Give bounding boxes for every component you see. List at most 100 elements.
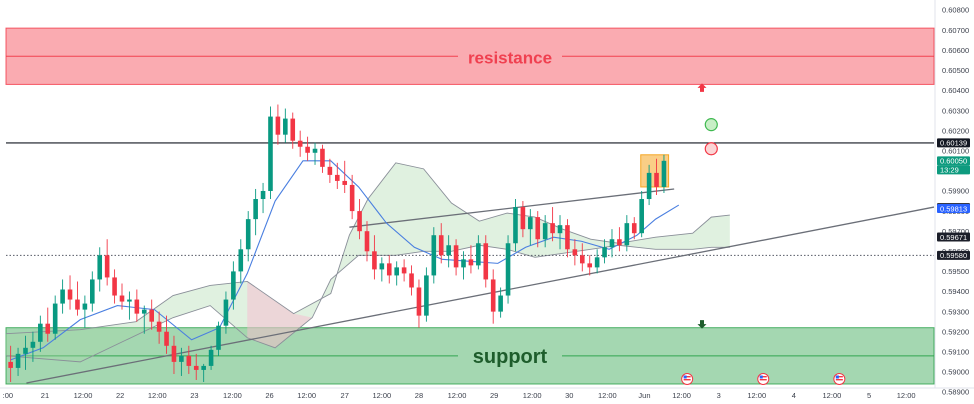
y-tick-label: 0.60600	[942, 46, 969, 55]
candle-body	[602, 247, 607, 258]
y-tick-label: 0.59700	[942, 227, 969, 236]
candle-body	[401, 267, 407, 274]
x-tick-label: 12:00	[523, 391, 542, 400]
candle-body	[312, 148, 318, 153]
y-tick-label: 0.59500	[942, 267, 969, 276]
candle-body	[579, 255, 585, 264]
candle-body	[617, 239, 622, 246]
candle-body	[357, 211, 362, 232]
candle-body	[438, 235, 444, 256]
target-circle-green	[704, 118, 718, 132]
candle-body	[193, 365, 199, 370]
price-tag-label: 0.60139	[940, 139, 967, 148]
candle-body	[245, 219, 251, 250]
candle-body	[90, 279, 95, 304]
candle-body	[15, 353, 21, 368]
price-tag-bg	[937, 138, 970, 148]
candle-body	[268, 116, 273, 191]
candle-body	[461, 259, 466, 268]
y-tick-label: 0.59300	[942, 307, 969, 316]
candle-body	[542, 223, 548, 240]
y-tick-label: 0.59900	[942, 187, 969, 196]
candle-body	[528, 217, 533, 230]
moving-average-line	[10, 160, 680, 361]
x-tick-label: 5	[867, 391, 871, 400]
candle-body	[446, 245, 451, 256]
candle-body	[416, 287, 422, 316]
candle-body	[572, 249, 578, 256]
candle-body	[557, 225, 563, 234]
price-tag-label: 0.60050	[940, 157, 967, 166]
candle-body	[208, 349, 214, 366]
candle-body	[112, 277, 117, 296]
x-tick-label: 26	[265, 391, 273, 400]
x-tick-label: 12:00	[672, 391, 691, 400]
cloud-fill-bearish	[247, 281, 313, 348]
price-tag-bg	[937, 250, 970, 260]
candle-body	[186, 355, 192, 366]
candle-body	[639, 199, 644, 234]
y-tick-label: 0.60500	[942, 66, 969, 75]
candle-body	[231, 271, 236, 300]
candle-body	[67, 289, 73, 300]
x-tick-label: 29	[490, 391, 498, 400]
candle-body	[275, 116, 281, 135]
y-tick-label: 0.60700	[942, 26, 969, 35]
x-tick-label: 12:00	[148, 391, 167, 400]
y-tick-label: 0.59100	[942, 348, 969, 357]
price-tag-label: 0.59580	[940, 251, 967, 260]
up-arrow-marker	[697, 83, 707, 92]
x-tick-label: 12:00	[823, 391, 842, 400]
candle-body	[52, 303, 58, 334]
x-tick-label: 21	[41, 391, 49, 400]
cloud-upper-line	[6, 162, 730, 335]
us-flag-stripe	[683, 376, 691, 378]
candle-body	[8, 361, 13, 368]
candle-body	[283, 118, 288, 135]
us-flag-canton	[683, 375, 687, 379]
us-flag-canton	[759, 375, 763, 379]
candle-body	[179, 355, 184, 362]
us-flag-stripe	[759, 376, 767, 378]
us-flag-stripe	[683, 379, 691, 381]
candle-body	[201, 365, 206, 370]
rising-support-trendline[interactable]	[26, 206, 935, 384]
y-tick-label: 0.60200	[942, 126, 969, 135]
candle-body	[260, 190, 266, 200]
x-tick-label: 12:00	[448, 391, 467, 400]
candle-body	[297, 140, 303, 147]
candle-body	[394, 267, 399, 276]
candle-body	[424, 275, 429, 316]
y-tick-label: 0.60800	[942, 6, 969, 15]
candle-body	[609, 239, 615, 248]
candle-body	[30, 341, 36, 348]
candle-body	[141, 309, 147, 314]
candle-body	[624, 223, 630, 246]
x-tick-label: 22	[116, 391, 124, 400]
candle-body	[238, 249, 244, 272]
candle-body	[431, 235, 437, 276]
y-tick-label: 0.60100	[942, 146, 969, 155]
channel-upper-trendline[interactable]	[349, 188, 675, 228]
candle-body	[253, 199, 258, 220]
y-tick-label: 0.60400	[942, 86, 969, 95]
candle-body	[60, 289, 65, 304]
candle-body	[550, 223, 555, 234]
us-flag-stripe	[835, 376, 843, 378]
candle-body	[223, 299, 229, 326]
x-tick-label: 28	[415, 391, 423, 400]
us-flag-stripe	[759, 379, 767, 381]
x-tick-label: 30	[565, 391, 573, 400]
x-tick-label: 4	[792, 391, 796, 400]
x-tick-label: 3	[717, 391, 721, 400]
candle-body	[38, 323, 43, 342]
x-tick-label: 12:00	[372, 391, 391, 400]
candle-body	[379, 263, 385, 270]
x-tick-label: 23	[190, 391, 198, 400]
candle-body	[483, 243, 489, 280]
candle-body	[119, 295, 125, 302]
x-tick-label: 12:00	[223, 391, 242, 400]
candle-body	[565, 225, 570, 250]
